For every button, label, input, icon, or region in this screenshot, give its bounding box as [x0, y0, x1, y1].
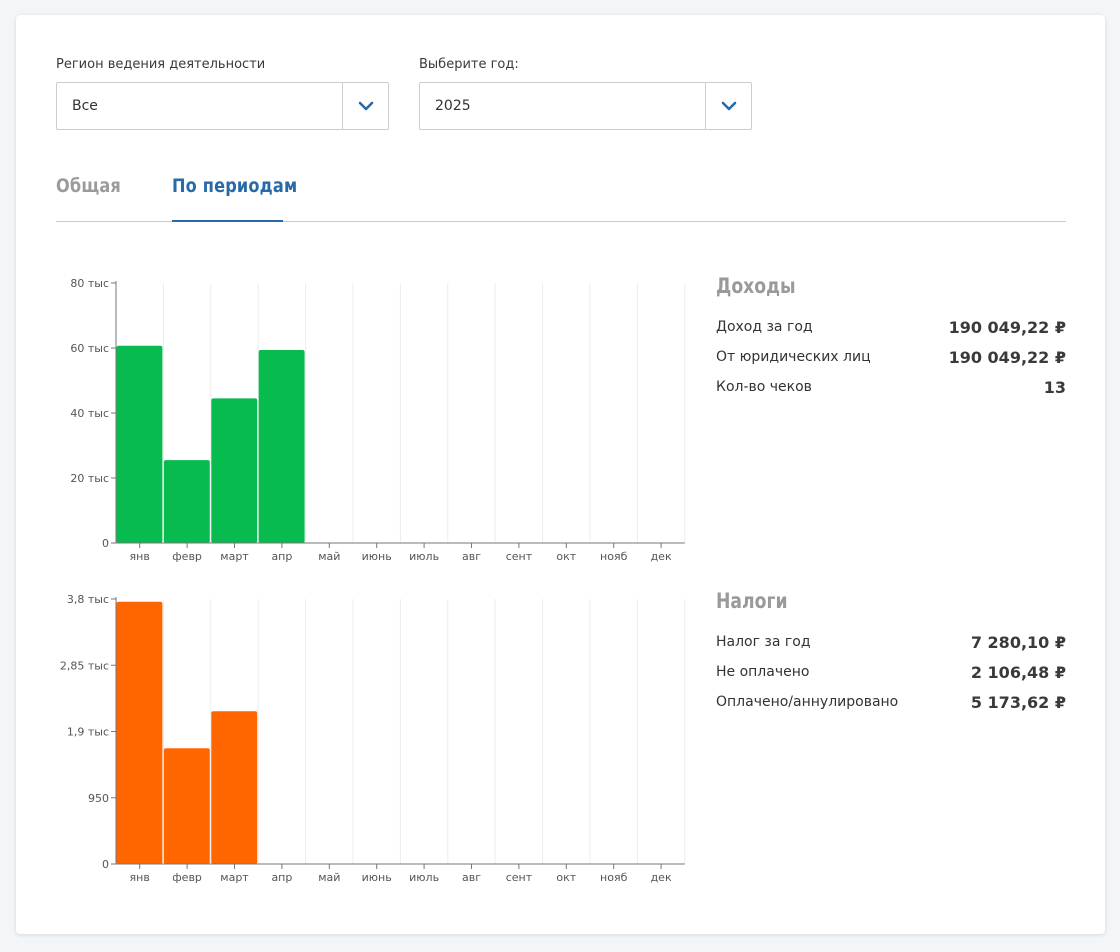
x-tick-label: янв [130, 871, 150, 884]
y-tick-label: 80 тыс [70, 277, 109, 290]
tax-row-label: Не оплачено [716, 664, 810, 680]
bar-апр [258, 349, 305, 543]
bar-февр [163, 748, 210, 864]
x-tick-label: окт [556, 550, 576, 563]
y-tick-label: 0 [102, 858, 109, 871]
x-tick-label: июль [409, 871, 439, 884]
income-row-label: Доход за год [716, 319, 813, 335]
chevron-down-icon[interactable] [705, 83, 751, 129]
x-tick-label: февр [172, 550, 202, 563]
x-tick-label: апр [271, 871, 292, 884]
y-tick-label: 1,9 тыс [67, 726, 109, 739]
region-value: Все [72, 98, 98, 114]
x-tick-label: дек [651, 871, 672, 884]
x-tick-label: март [220, 550, 249, 563]
y-tick-label: 0 [102, 537, 109, 550]
x-tick-label: июнь [362, 550, 392, 563]
tax-row-value: 7 280,10 ₽ [970, 633, 1066, 652]
tax-row-label: Налог за год [716, 634, 811, 650]
tax-row: Налог за год 7 280,10 ₽ [716, 633, 1066, 653]
active-tab-indicator [172, 220, 283, 222]
x-tick-label: авг [462, 871, 481, 884]
x-tick-label: сент [506, 550, 533, 563]
x-tick-label: окт [556, 871, 576, 884]
income-row: Доход за год 190 049,22 ₽ [716, 318, 1066, 338]
y-tick-label: 2,85 тыс [60, 659, 109, 672]
x-tick-label: нояб [600, 871, 628, 884]
tax-row-value: 2 106,48 ₽ [970, 663, 1066, 682]
report-card: Регион ведения деятельности Все Выберите… [16, 15, 1105, 934]
year-label: Выберите год: [419, 57, 519, 72]
income-row-label: От юридических лиц [716, 349, 871, 365]
bar-март [211, 711, 258, 864]
y-tick-label: 20 тыс [70, 472, 109, 485]
tab-general[interactable]: Общая [56, 175, 121, 197]
x-tick-label: нояб [600, 550, 628, 563]
bar-февр [163, 460, 210, 543]
income-chart: 0 20 тыс 40 тыс 60 тыс 80 тыс янв февр март апр м… [70, 277, 686, 563]
tax-chart: 0 950 1,9 тыс 2,85 тыс 3,8 тыс янв февр март апр… [60, 593, 686, 884]
x-tick-label: март [220, 871, 249, 884]
bar-янв [116, 601, 163, 864]
x-tick-label: апр [271, 550, 292, 563]
tabs-divider [56, 221, 1066, 222]
y-tick-label: 950 [88, 792, 109, 805]
y-tick-label: 40 тыс [70, 407, 109, 420]
x-tick-label: янв [130, 550, 150, 563]
x-tick-label: июль [409, 550, 439, 563]
year-select[interactable]: 2025 [419, 82, 752, 130]
tax-row-value: 5 173,62 ₽ [970, 693, 1066, 712]
tab-by-periods[interactable]: По периодам [172, 175, 298, 197]
x-tick-label: авг [462, 550, 481, 563]
y-tick-label: 3,8 тыс [67, 593, 109, 606]
bar-март [211, 398, 258, 543]
income-title: Доходы [716, 274, 796, 298]
x-tick-label: февр [172, 871, 202, 884]
tax-row-label: Оплачено/аннулировано [716, 694, 899, 710]
income-row-value: 190 049,22 ₽ [948, 318, 1066, 337]
region-select[interactable]: Все [56, 82, 389, 130]
year-value: 2025 [435, 98, 471, 114]
tax-row: Оплачено/аннулировано 5 173,62 ₽ [716, 693, 1066, 713]
x-tick-label: июнь [362, 871, 392, 884]
tax-row: Не оплачено 2 106,48 ₽ [716, 663, 1066, 683]
chevron-down-icon[interactable] [342, 83, 388, 129]
income-row: Кол-во чеков 13 [716, 378, 1066, 398]
x-tick-label: сент [506, 871, 533, 884]
y-tick-label: 60 тыс [70, 342, 109, 355]
region-label: Регион ведения деятельности [56, 57, 266, 72]
x-tick-label: май [318, 871, 340, 884]
income-row-value: 13 [1043, 378, 1066, 397]
income-row: От юридических лиц 190 049,22 ₽ [716, 348, 1066, 368]
x-tick-label: дек [651, 550, 672, 563]
income-row-label: Кол-во чеков [716, 379, 812, 395]
bar-янв [116, 345, 163, 543]
x-tick-label: май [318, 550, 340, 563]
income-row-value: 190 049,22 ₽ [948, 348, 1066, 367]
taxes-title: Налоги [716, 589, 788, 613]
